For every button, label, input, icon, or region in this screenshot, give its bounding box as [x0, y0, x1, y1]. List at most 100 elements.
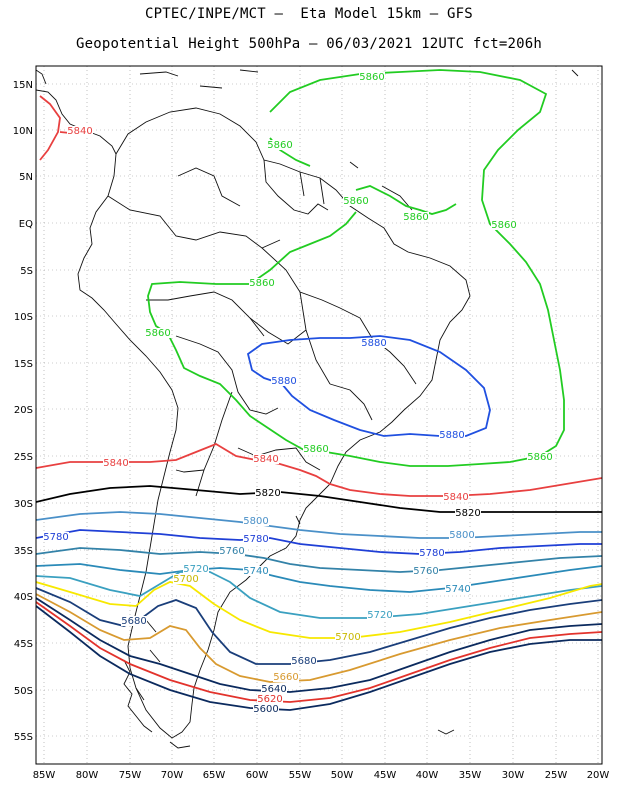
contour-label: 5840 [443, 492, 468, 503]
title-line-2: Geopotential Height 500hPa – 06/03/2021 … [76, 36, 542, 52]
contour-label: 5860 [267, 140, 292, 151]
contour-label: 5840 [67, 126, 92, 137]
contour-label-bg [253, 704, 279, 714]
contour-label: 5620 [257, 694, 282, 705]
contour-label: 5700 [173, 574, 198, 585]
longitude-tick-label: 55W [289, 770, 312, 781]
longitude-tick-label: 35W [459, 770, 482, 781]
latitude-tick-label: 35S [14, 546, 33, 557]
latitude-tick-label: 15N [13, 80, 33, 91]
latitude-tick-label: 5S [20, 266, 33, 277]
contour-label: 5820 [455, 508, 480, 519]
contour-label-bg [173, 574, 199, 584]
latitude-tick-label: 25S [14, 452, 33, 463]
contour-label: 5800 [449, 530, 474, 541]
latitude-tick-label: 20S [14, 405, 33, 416]
contour-label-bg [291, 656, 317, 666]
latitude-tick-label: 55S [14, 732, 33, 743]
contour-label-bg [183, 564, 209, 574]
contour-label: 5780 [243, 534, 268, 545]
latitude-tick-label: 45S [14, 639, 33, 650]
contour-label: 5760 [219, 546, 244, 557]
contour-label-bg [257, 694, 283, 704]
latitude-tick-label: 10S [14, 312, 33, 323]
contour-label-bg [243, 534, 269, 544]
contour-label: 5880 [361, 338, 386, 349]
contour-label-bg [67, 126, 93, 136]
contour-label-bg [103, 458, 129, 468]
longitude-tick-label: 50W [331, 770, 354, 781]
contour-label-bg [439, 430, 465, 440]
contour-label: 5740 [243, 566, 268, 577]
contour-label: 5640 [261, 684, 286, 695]
latitude-tick-label: 15S [14, 359, 33, 370]
contour-label-bg [243, 516, 269, 526]
contour-label-bg [303, 444, 329, 454]
longitude-tick-label: 45W [374, 770, 397, 781]
contour-label-bg [253, 454, 279, 464]
contour-label-bg [271, 376, 297, 386]
contour-label-bg [455, 508, 481, 518]
latitude-tick-label: 40S [14, 592, 33, 603]
contour-label-bg [449, 530, 475, 540]
longitude-tick-label: 65W [203, 770, 226, 781]
longitude-tick-label: 30W [502, 770, 525, 781]
graticule-grid [36, 66, 602, 764]
contour-label: 5840 [253, 454, 278, 465]
contour-label-bg [267, 140, 293, 150]
contour-label-bg [359, 72, 385, 82]
longitude-tick-label: 60W [246, 770, 269, 781]
longitude-tick-label: 25W [545, 770, 568, 781]
contour-label-bg [43, 532, 69, 542]
contour-label: 5860 [359, 72, 384, 83]
contour-label-bg [343, 196, 369, 206]
longitude-tick-label: 85W [33, 770, 56, 781]
contour-label: 5680 [291, 656, 316, 667]
geopotential-contours [36, 69, 602, 711]
longitude-tick-label: 75W [119, 770, 142, 781]
latitude-tick-label: 50S [14, 686, 33, 697]
contour-label: 5840 [103, 458, 128, 469]
latitude-tick-label: 10N [13, 126, 33, 137]
latitude-tick-label: 30S [14, 499, 33, 510]
contour-label-bg [419, 548, 445, 558]
contour-label: 5800 [243, 516, 268, 527]
contour-label: 5880 [271, 376, 296, 387]
contour-label: 5860 [491, 220, 516, 231]
contour-label: 5860 [527, 452, 552, 463]
contour-label-bg [335, 632, 361, 642]
contour-label-bg [361, 338, 387, 348]
longitude-tick-label: 80W [76, 770, 99, 781]
contour-label-bg [219, 546, 245, 556]
latitude-tick-label: EQ [19, 219, 33, 230]
title-line-1: CPTEC/INPE/MCT – Eta Model 15km – GFS [145, 6, 473, 22]
contour-label-bg [491, 220, 517, 230]
longitude-tick-label: 70W [161, 770, 184, 781]
map-frame [35, 65, 603, 765]
contour-label-bg [145, 328, 171, 338]
longitude-tick-label: 20W [587, 770, 610, 781]
contour-label: 5860 [249, 278, 274, 289]
contour-label-bg [403, 212, 429, 222]
contour-labels: 5860 5860 5860 5860 5860 5860 5860 5860 5860 5840… [43, 72, 553, 715]
contour-label: 5780 [419, 548, 444, 559]
contour-label: 5600 [253, 704, 278, 715]
contour-label: 5820 [255, 488, 280, 499]
contour-label-bg [443, 492, 469, 502]
contour-label: 5780 [43, 532, 68, 543]
contour-label-bg [527, 452, 553, 462]
contour-label: 5860 [343, 196, 368, 207]
contour-label: 5720 [183, 564, 208, 575]
contour-label-bg [273, 672, 299, 682]
contour-label-bg [255, 488, 281, 498]
longitude-tick-label: 40W [416, 770, 439, 781]
latitude-tick-label: 5N [19, 172, 33, 183]
contour-label: 5660 [273, 672, 298, 683]
contour-label: 5740 [445, 584, 470, 595]
contour-label: 5760 [413, 566, 438, 577]
contour-label: 5860 [303, 444, 328, 455]
contour-label: 5880 [439, 430, 464, 441]
contour-label-bg [121, 616, 147, 626]
contour-label-bg [445, 584, 471, 594]
